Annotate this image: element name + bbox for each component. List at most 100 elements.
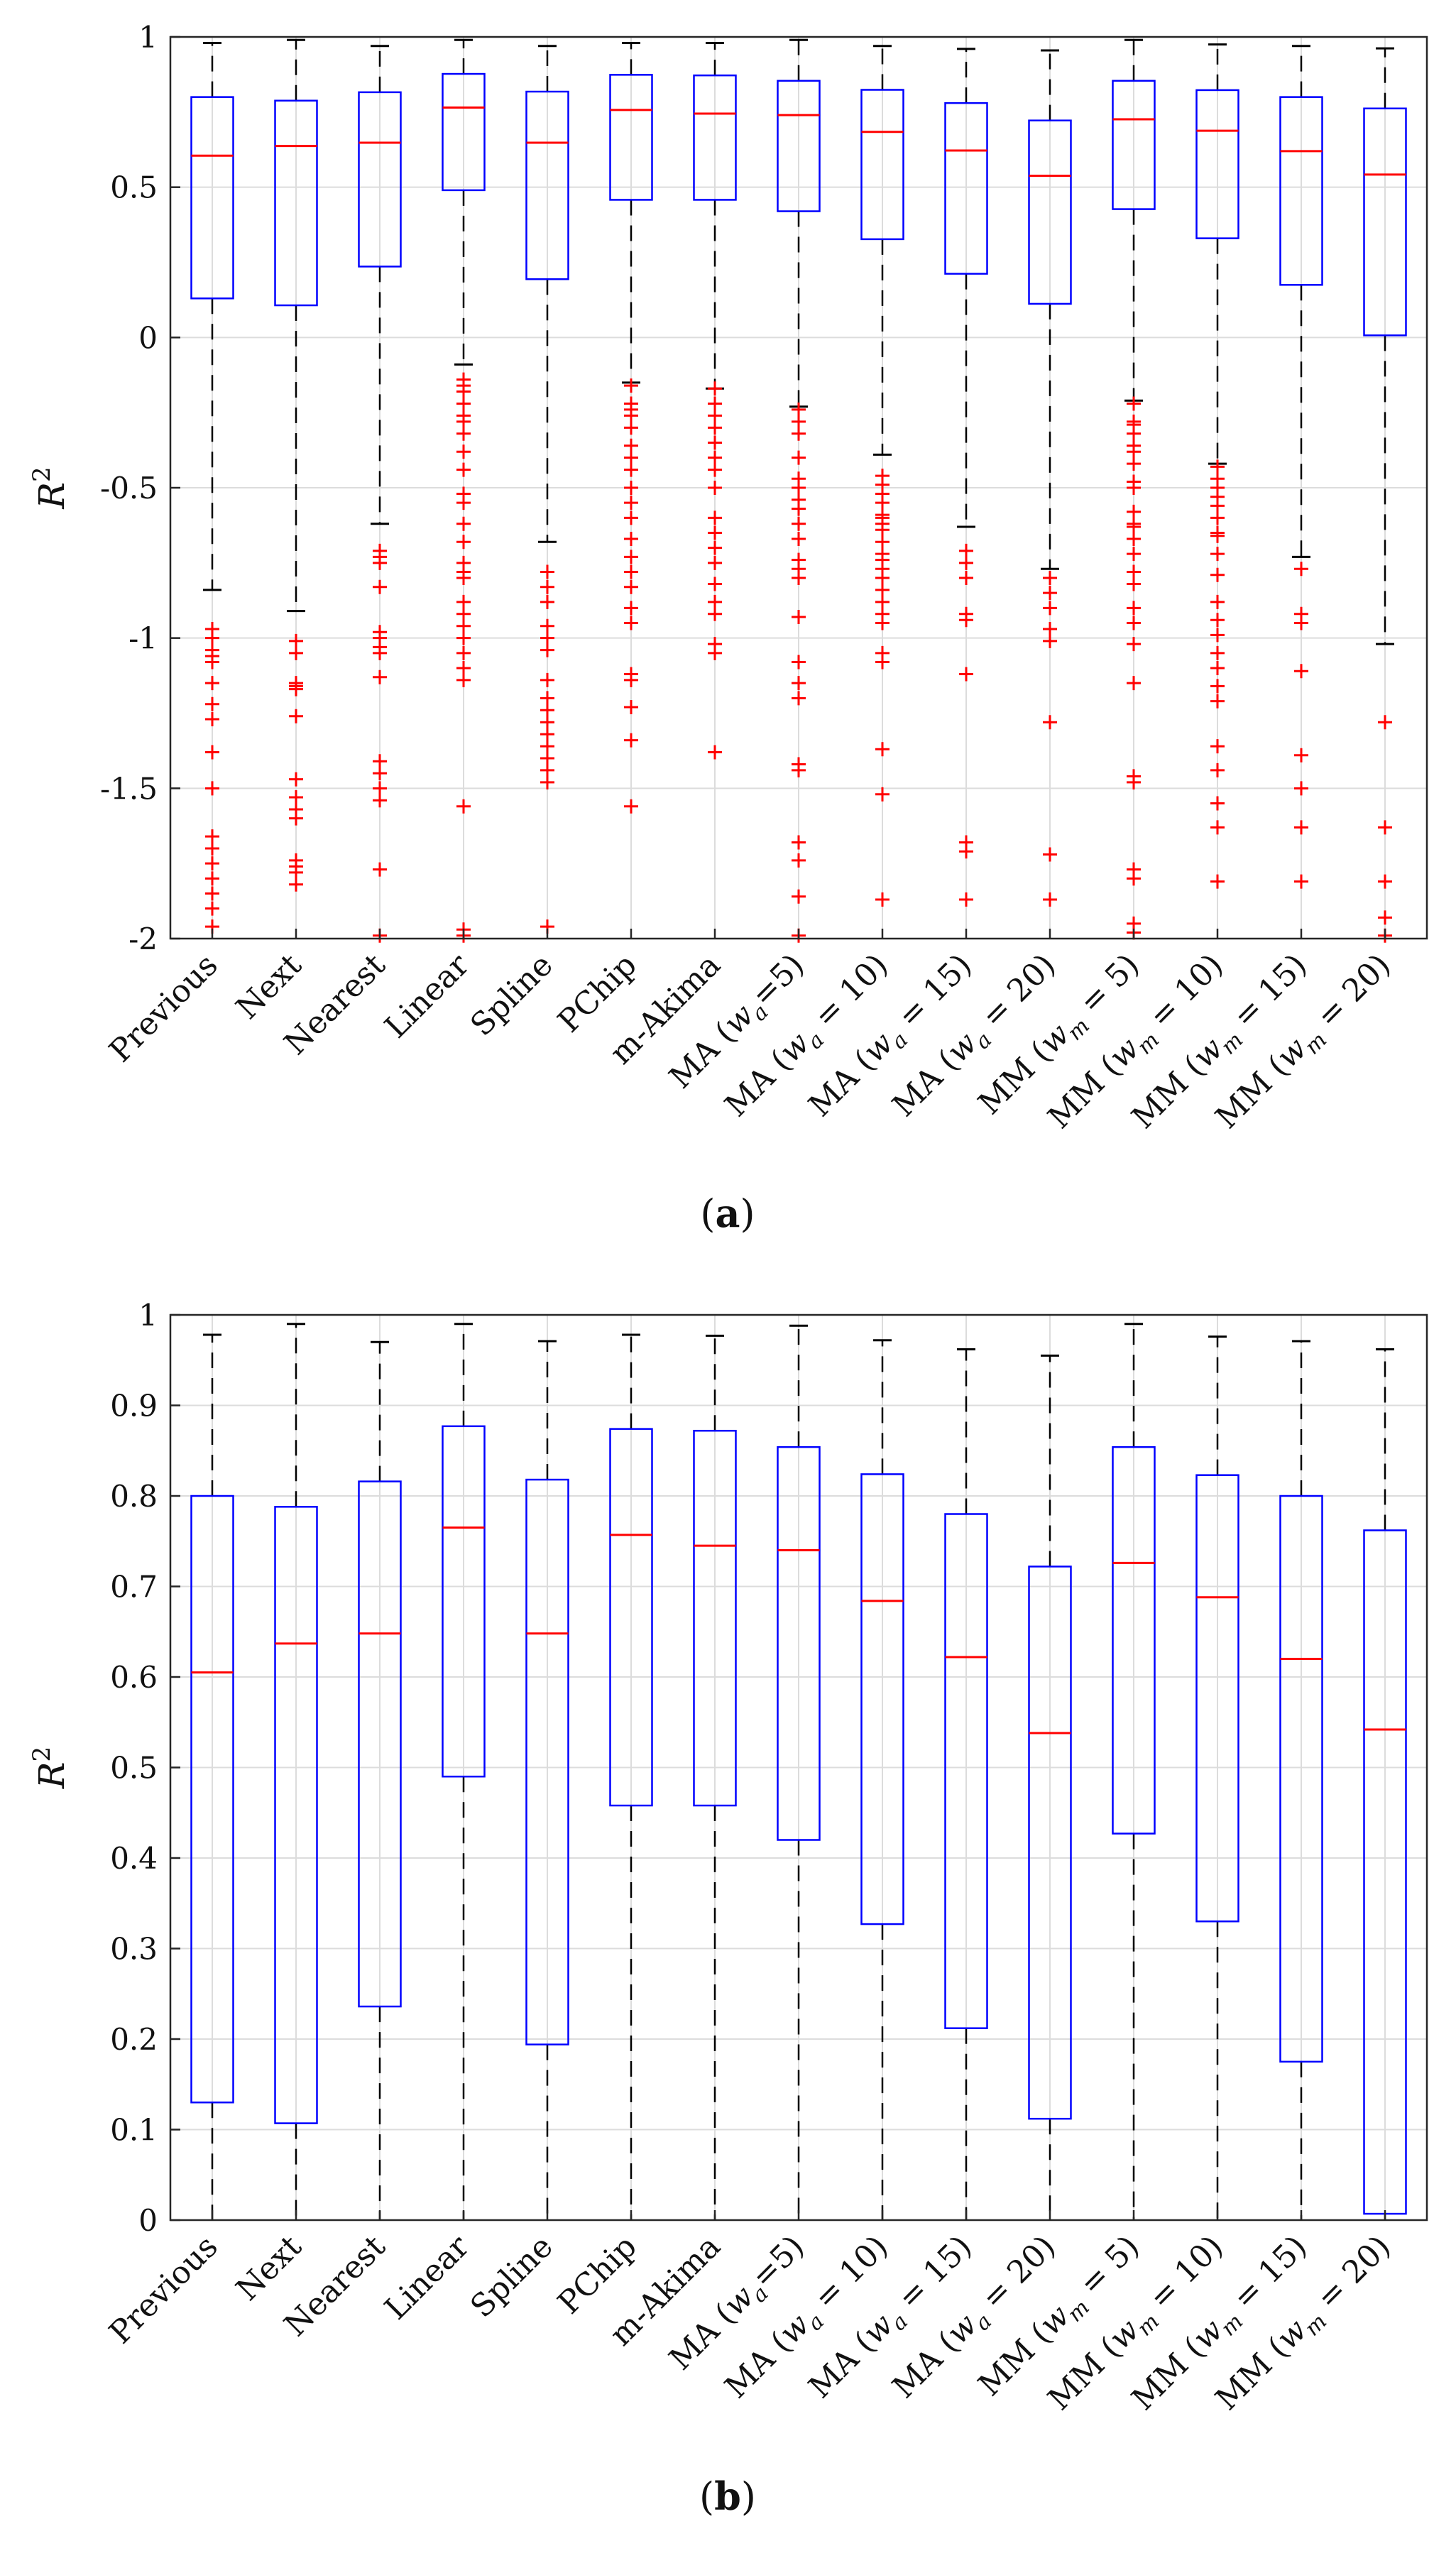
y-tick-label: 0.3 <box>110 1932 158 1967</box>
outlier-marker <box>708 540 722 555</box>
iqr-box <box>358 91 402 268</box>
outlier-marker <box>1043 586 1057 601</box>
outlier-marker <box>289 790 303 805</box>
outlier-marker <box>959 844 973 859</box>
outlier-marker <box>1127 637 1141 652</box>
outlier-marker <box>708 745 722 760</box>
outlier-marker <box>792 450 806 465</box>
outlier-marker <box>1210 679 1225 694</box>
outlier-marker <box>792 889 806 904</box>
y-axis-label: R2 <box>28 466 72 509</box>
outlier-marker <box>205 711 219 726</box>
y-tick-label: 0.2 <box>110 2022 158 2057</box>
outlier-marker <box>456 414 471 429</box>
outlier-marker <box>792 763 806 777</box>
iqr-box <box>190 1495 234 2104</box>
y-tick-label: 0.9 <box>110 1389 158 1424</box>
outlier-marker <box>792 426 806 441</box>
outlier-marker <box>1127 577 1141 591</box>
x-category-label: Previous <box>102 947 225 1070</box>
panel-label: (a) <box>700 1191 755 1236</box>
outlier-marker <box>1210 459 1225 474</box>
outlier-marker <box>624 531 638 546</box>
box-1 <box>190 1333 234 2220</box>
x-category-label: Previous <box>102 2229 225 2351</box>
iqr-box <box>442 1425 486 1778</box>
outlier-marker <box>1127 457 1141 471</box>
outlier-marker <box>1210 820 1225 835</box>
iqr-box <box>274 1506 318 2124</box>
outlier-marker <box>456 630 471 645</box>
outlier-marker <box>373 555 387 570</box>
iqr-box <box>693 74 737 201</box>
outlier-marker <box>540 564 554 579</box>
x-category-label: Spline <box>464 947 560 1044</box>
iqr-box <box>1279 96 1323 286</box>
outlier-marker <box>205 696 219 711</box>
outlier-marker <box>1043 621 1057 636</box>
outlier-marker <box>708 396 722 411</box>
outlier-marker <box>456 594 471 609</box>
outlier-marker <box>875 571 890 585</box>
outlier-marker <box>205 745 219 760</box>
box-9 <box>860 45 904 907</box>
iqr-box <box>1028 119 1072 305</box>
outlier-marker <box>624 438 638 453</box>
outlier-marker <box>624 462 638 477</box>
outlier-marker <box>708 462 722 477</box>
iqr-box <box>860 89 904 241</box>
outlier-marker <box>540 739 554 754</box>
outlier-marker <box>456 799 471 814</box>
iqr-box <box>777 1446 821 1841</box>
outlier-marker <box>792 853 806 868</box>
outlier-marker <box>959 667 973 682</box>
outlier-marker <box>624 378 638 393</box>
outlier-marker <box>540 672 554 687</box>
box-12 <box>1112 38 1156 940</box>
box-1 <box>190 41 234 934</box>
outlier-marker <box>289 682 303 696</box>
iqr-box <box>944 102 988 275</box>
outlier-marker <box>792 691 806 706</box>
outlier-marker <box>1127 396 1141 411</box>
outlier-marker <box>624 601 638 616</box>
outlier-marker <box>1210 645 1225 660</box>
outlier-marker <box>540 763 554 777</box>
outlier-marker <box>1378 910 1392 925</box>
box-7 <box>693 41 737 760</box>
outlier-marker <box>456 571 471 585</box>
outlier-marker <box>205 829 219 844</box>
outlier-marker <box>708 606 722 621</box>
box-8 <box>777 1324 821 2220</box>
outlier-marker <box>1294 748 1308 763</box>
outlier-marker <box>1378 715 1392 730</box>
outlier-marker <box>373 781 387 796</box>
outlier-marker <box>540 751 554 765</box>
box-3 <box>358 1340 402 2220</box>
outlier-marker <box>1127 871 1141 886</box>
outlier-marker <box>624 564 638 579</box>
outlier-marker <box>540 727 554 742</box>
y-tick-label: -0.5 <box>100 471 158 506</box>
outlier-marker <box>289 865 303 880</box>
outlier-marker <box>1294 616 1308 630</box>
y-tick-label: 0.7 <box>110 1570 158 1605</box>
outlier-marker <box>1127 504 1141 519</box>
box-8 <box>777 38 821 943</box>
outlier-marker <box>1127 564 1141 579</box>
outlier-marker <box>1127 426 1141 441</box>
outlier-marker <box>205 655 219 670</box>
box-6 <box>609 41 653 814</box>
box-11 <box>1028 1354 1072 2220</box>
outlier-marker <box>289 772 303 787</box>
outlier-marker <box>1210 739 1225 754</box>
outlier-marker <box>875 892 890 907</box>
outlier-marker <box>540 691 554 706</box>
outlier-marker <box>1210 547 1225 562</box>
outlier-marker <box>792 571 806 585</box>
outlier-marker <box>624 408 638 423</box>
outlier-marker <box>708 510 722 525</box>
outlier-marker <box>875 742 890 757</box>
outlier-marker <box>1210 613 1225 628</box>
outlier-marker <box>1294 781 1308 796</box>
